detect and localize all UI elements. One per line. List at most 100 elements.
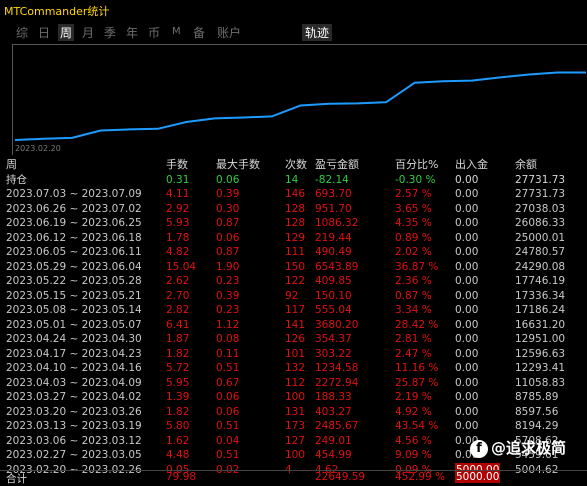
row-count: 127 [285, 434, 306, 447]
balance-curve-chart: 2023.02.20 [12, 44, 587, 155]
table-row[interactable]: 2023.03.20 ~ 2023.03.26 1.82 0.06 131 403.27… [0, 405, 587, 420]
tab-trajectory[interactable]: 轨迹 [302, 24, 333, 41]
table-row[interactable]: 2023.04.10 ~ 2023.04.16 5.72 0.51 132 1234.5… [0, 361, 587, 376]
app-title: MTCommander统计 [4, 5, 110, 18]
header-count[interactable]: 次数 [285, 158, 307, 171]
header-week[interactable]: 周 [6, 158, 17, 171]
row-flow: 0.00 [455, 391, 479, 403]
row-count: 92 [285, 289, 299, 302]
table-row[interactable]: 2023.03.27 ~ 2023.04.02 1.39 0.06 100 188.33… [0, 390, 587, 405]
header-balance[interactable]: 余额 [515, 158, 537, 171]
table-row[interactable]: 2023.03.13 ~ 2023.03.19 5.80 0.51 173 2485.6… [0, 419, 587, 434]
row-balance: 5004.62 [515, 463, 559, 476]
table-row[interactable]: 2023.05.15 ~ 2023.05.21 2.70 0.39 92 150.10 0… [0, 289, 587, 304]
row-week: 2023.04.24 ~ 2023.04.30 [6, 333, 142, 345]
row-pl: 454.99 [315, 449, 352, 461]
tab-year[interactable]: 年 [126, 26, 139, 40]
row-lots: 5.95 [166, 376, 190, 389]
row-lots: 5.80 [166, 420, 190, 432]
table-row[interactable]: 2023.06.05 ~ 2023.06.11 4.82 0.87 111 490.49… [0, 245, 587, 260]
row-max-lots: 0.87 [216, 217, 240, 229]
tab-symbol[interactable]: 币 [148, 26, 161, 40]
row-lots: 1.82 [166, 347, 190, 360]
row-balance: 12951.00 [515, 333, 566, 345]
tab-month[interactable]: 月 [82, 26, 95, 40]
header-flow[interactable]: 出入金 [455, 158, 488, 171]
row-pct: 3.34 % [395, 304, 432, 316]
total-lots: 79.98 [166, 471, 197, 483]
row-lots: 5.93 [166, 217, 190, 229]
row-lots: 1.82 [166, 405, 190, 418]
row-max-lots: 0.11 [216, 347, 240, 360]
table-row[interactable]: 2023.04.17 ~ 2023.04.23 1.82 0.11 101 303.22… [0, 347, 587, 362]
table-row[interactable]: 2023.07.03 ~ 2023.07.09 4.11 0.39 146 693.70… [0, 187, 587, 202]
header-lots[interactable]: 手数 [166, 158, 188, 171]
row-count: 141 [285, 318, 306, 331]
row-max-lots: 0.02 [216, 463, 240, 476]
table-row[interactable]: 2023.06.12 ~ 2023.06.18 1.78 0.06 129 219.44… [0, 231, 587, 246]
row-week: 2023.03.27 ~ 2023.04.02 [6, 391, 142, 403]
row-balance: 11058.83 [515, 376, 566, 389]
row-pl: 219.44 [315, 231, 352, 244]
row-pct: 25.87 % [395, 376, 439, 389]
row-flow: 0.00 [455, 304, 479, 316]
table-row[interactable]: 2023.04.03 ~ 2023.04.09 5.95 0.67 112 2272.9… [0, 376, 587, 391]
row-lots: 2.62 [166, 275, 190, 287]
row-count: 146 [285, 188, 306, 200]
tab-all[interactable]: 综 [16, 26, 29, 40]
table-row[interactable]: 2023.06.26 ~ 2023.07.02 2.92 0.30 128 951.70… [0, 202, 587, 217]
position-row[interactable]: 持仓 0.31 0.06 14 -82.14 -0.30 % 0.00 2773… [0, 173, 587, 188]
row-pct: 2.57 % [395, 188, 432, 200]
tab-day[interactable]: 日 [38, 26, 51, 40]
row-max-lots: 0.23 [216, 304, 240, 316]
row-max-lots: 0.87 [216, 246, 240, 258]
row-max-lots: 0.06 [216, 405, 240, 418]
row-pct: 2.19 % [395, 391, 432, 403]
row-max-lots: 0.51 [216, 362, 240, 374]
tab-week[interactable]: 周 [58, 24, 75, 41]
row-count: 150 [285, 260, 306, 273]
row-week: 2023.04.10 ~ 2023.04.16 [6, 362, 142, 374]
row-max-lots: 0.39 [216, 289, 240, 302]
row-balance: 12293.41 [515, 362, 566, 374]
row-flow: 0.00 [455, 231, 479, 244]
row-pct: 9.09 % [395, 449, 432, 461]
tab-quarter[interactable]: 季 [104, 26, 117, 40]
table-row[interactable]: 2023.05.22 ~ 2023.05.28 2.62 0.23 122 409.85… [0, 274, 587, 289]
table-row[interactable]: 2023.03.06 ~ 2023.03.12 1.62 0.04 127 249.01… [0, 434, 587, 449]
row-max-lots: 0.06 [216, 391, 240, 403]
table-row[interactable]: 2023.02.27 ~ 2023.03.05 4.48 0.51 100 454.99… [0, 448, 587, 463]
row-pct: 11.16 % [395, 362, 439, 374]
tab-note[interactable]: 备 [193, 26, 206, 40]
row-week: 2023.03.20 ~ 2023.03.26 [6, 405, 142, 418]
row-pl: 490.49 [315, 246, 352, 258]
position-max: 0.06 [216, 173, 240, 186]
table-body: 2023.07.03 ~ 2023.07.09 4.11 0.39 146 693.70… [0, 187, 587, 477]
header-pct[interactable]: 百分比% [395, 158, 439, 171]
period-tabs: 综 日 周 月 季 年 币 M 备 账户 轨迹 [0, 22, 587, 42]
balance-line [14, 71, 586, 141]
table-row[interactable]: 2023.06.19 ~ 2023.06.25 5.93 0.87 128 1086.3… [0, 216, 587, 231]
row-flow: 0.00 [455, 217, 479, 229]
header-pl[interactable]: 盈亏金额 [315, 158, 359, 171]
row-count: 129 [285, 231, 306, 244]
header-max-lots[interactable]: 最大手数 [216, 158, 260, 171]
row-balance: 12596.63 [515, 347, 566, 360]
table-row[interactable]: 2023.05.08 ~ 2023.05.14 2.82 0.23 117 555.04… [0, 303, 587, 318]
row-count: 101 [285, 347, 306, 360]
table-row[interactable]: 2023.04.24 ~ 2023.04.30 1.87 0.08 126 354.37… [0, 332, 587, 347]
row-week: 2023.03.13 ~ 2023.03.19 [6, 420, 142, 432]
row-max-lots: 1.90 [216, 260, 240, 273]
tab-magic[interactable]: M [172, 26, 181, 37]
tab-account[interactable]: 账户 [217, 26, 242, 40]
table-row[interactable]: 2023.05.01 ~ 2023.05.07 6.41 1.12 141 3680.2… [0, 318, 587, 333]
row-balance: 5708.62 [515, 434, 559, 447]
row-count: 128 [285, 202, 306, 215]
row-balance: 24780.57 [515, 246, 566, 258]
row-flow: 0.00 [455, 318, 479, 331]
row-max-lots: 0.23 [216, 275, 240, 287]
table-row[interactable]: 2023.05.29 ~ 2023.06.04 15.04 1.90 150 6543.… [0, 260, 587, 275]
row-count: 100 [285, 391, 306, 403]
row-pl: 693.70 [315, 188, 352, 200]
title-bar: MTCommander统计 [0, 0, 587, 20]
